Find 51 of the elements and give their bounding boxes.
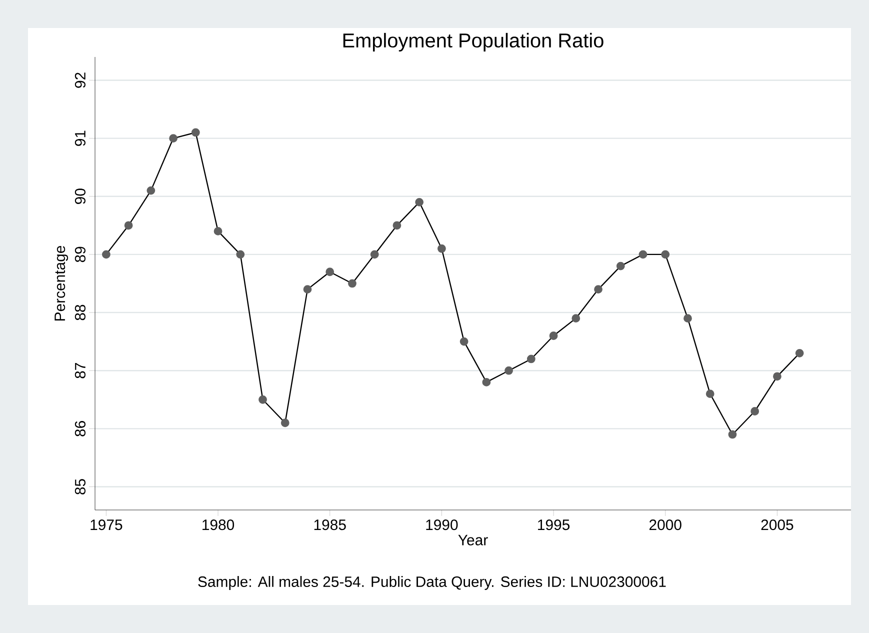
y-tick-label: 86 (74, 421, 86, 436)
y-tick-label: 92 (74, 72, 86, 88)
point (258, 395, 267, 404)
y-tick-label: 91 (74, 130, 86, 146)
point (303, 285, 312, 294)
point (706, 390, 714, 398)
point (124, 221, 133, 230)
point (280, 418, 290, 428)
point (684, 314, 692, 323)
point (572, 314, 580, 323)
point (460, 337, 468, 346)
point (326, 268, 334, 276)
point (392, 221, 402, 230)
point (191, 128, 200, 137)
point (146, 186, 156, 195)
x-axis-title: Year (458, 534, 488, 546)
y-axis-title: Percentage (54, 246, 68, 320)
point (638, 250, 648, 259)
point (415, 198, 424, 206)
point (504, 366, 513, 375)
y-tick-label: 90 (74, 188, 86, 204)
point (750, 407, 760, 416)
point (102, 250, 110, 259)
point (616, 262, 625, 270)
text: Sample: All males 25-54. Public Data Query. Series ID: LNU02300061 (198, 576, 666, 590)
point (661, 250, 670, 259)
point (214, 227, 222, 236)
x-tick-label: 1980 (202, 520, 234, 530)
y-tick-label: 85 (74, 479, 86, 494)
y-tick-label: 88 (74, 304, 86, 320)
point (236, 250, 245, 259)
point (773, 372, 782, 381)
x-tick-label: 1985 (314, 520, 346, 530)
point (795, 348, 804, 358)
x-tick-label: 1975 (90, 520, 122, 530)
point (526, 354, 536, 364)
point (549, 332, 558, 340)
x-tick-label: 2000 (649, 520, 682, 530)
point (169, 134, 178, 142)
y-tick-label: 87 (74, 363, 86, 378)
point (728, 430, 737, 439)
point (348, 279, 356, 288)
x-tick-label: 2005 (761, 520, 794, 530)
x-tick-label: 1990 (426, 520, 458, 530)
point (437, 244, 446, 253)
point (370, 250, 379, 259)
point (482, 378, 491, 386)
chart-title: Employment Population Ratio (343, 32, 604, 52)
x-tick-label: 1995 (538, 520, 570, 530)
point (594, 285, 602, 294)
y-tick-label: 89 (74, 246, 86, 262)
